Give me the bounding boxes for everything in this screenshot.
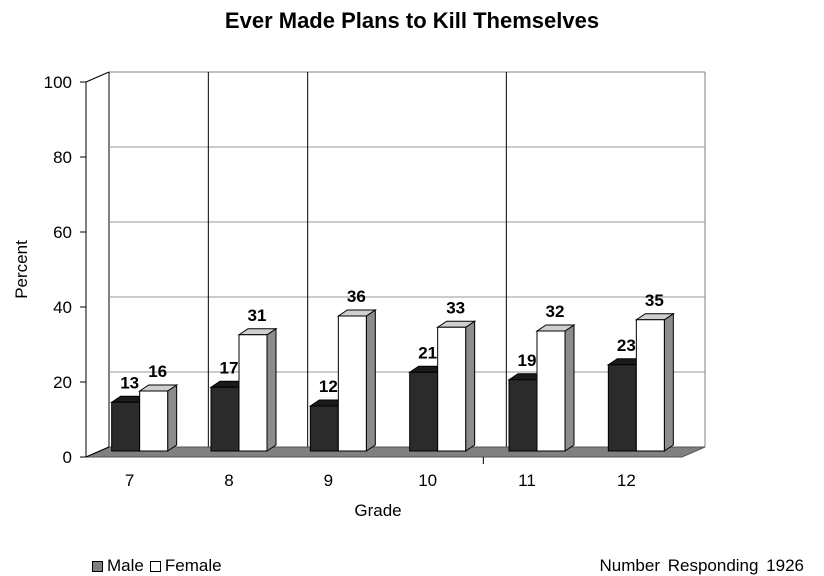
bar-male-grade-7-front [111,401,141,452]
data-label-male-grade-10: 21 [418,343,437,362]
bar-female-grade-11-front [536,330,566,452]
chart-title: Ever Made Plans to Kill Themselves [224,8,600,33]
bar-female-grade-11-side [564,324,575,452]
legend-swatch-female [149,560,161,572]
data-label-male-grade-12: 23 [617,336,636,355]
bar-male-grade-12-front [607,364,637,452]
y-axis-top-diagonal [85,71,110,83]
bars-layer [110,309,675,452]
bar-female-grade-7-front [139,390,169,452]
labels-layer: 13 16 17 31 12 36 21 33 19 32 23 35 [120,287,664,396]
x-tick-label-9: 9 [324,471,333,490]
bar-female-grade-12 [634,312,675,452]
bar-female-grade-12-side [663,312,674,452]
data-label-female-grade-8: 31 [248,306,267,325]
data-label-male-grade-7: 13 [120,373,139,392]
x-tick-label-10: 10 [418,471,437,490]
footnote: Number Responding 1926 [599,556,804,575]
bar-female-grade-9 [336,309,377,452]
bar-female-grade-9-side [365,309,376,452]
bar-male-grade-11 [507,372,548,452]
legend-label-female: Female [164,556,222,575]
grid-layer [108,71,706,447]
x-tick-label-12: 12 [617,471,636,490]
bar-female-grade-8 [237,327,278,452]
legend-label-male: Male [107,556,144,575]
data-label-female-grade-7: 16 [148,362,167,381]
legend-item-male: Male [92,556,144,576]
bar-female-grade-9-front [337,315,367,452]
bar-male-grade-9-front [309,405,339,452]
legend-item-female: Female [149,556,222,576]
legend: Male Female [92,556,228,576]
axes-layer: 7 8 9 10 11 12 0 20 40 60 80 100 Percent Grade [12,71,636,520]
bar-male-grade-10-front [409,371,439,452]
bar-female-grade-10-front [437,326,467,452]
bar-female-grade-10 [436,320,477,452]
bar-male-grade-11-front [508,379,538,452]
y-tick-label-80: 80 [53,148,72,167]
bar-female-grade-11 [535,324,576,452]
y-tick-label-60: 60 [53,223,72,242]
data-label-female-grade-10: 33 [446,298,465,317]
data-label-female-grade-11: 32 [546,302,565,321]
data-label-male-grade-9: 12 [319,377,338,396]
bar-male-grade-8-front [210,386,240,452]
data-label-female-grade-12: 35 [645,291,664,310]
x-tick-label-8: 8 [224,471,233,490]
data-label-male-grade-8: 17 [220,358,239,377]
x-tick-label-7: 7 [125,471,134,490]
y-tick-label-100: 100 [44,73,72,92]
legend-swatch-male [92,560,103,572]
y-tick-label-20: 20 [53,373,72,392]
bar-female-grade-8-side [266,327,277,452]
x-axis-title: Grade [354,501,401,520]
y-tick-label-40: 40 [53,298,72,317]
bar-female-grade-7 [138,384,179,452]
y-axis-title: Percent [12,240,31,299]
y-tick-label-0: 0 [63,448,72,467]
bar-female-grade-10-side [465,320,476,452]
data-label-male-grade-11: 19 [518,351,537,370]
x-tick-label-11: 11 [518,471,536,490]
bar-female-grade-7-side [167,384,178,452]
bar-female-grade-8-front [238,334,268,452]
y-axis-base-diagonal [85,446,110,458]
bar-female-grade-12-front [635,319,665,452]
data-label-female-grade-9: 36 [347,287,366,306]
